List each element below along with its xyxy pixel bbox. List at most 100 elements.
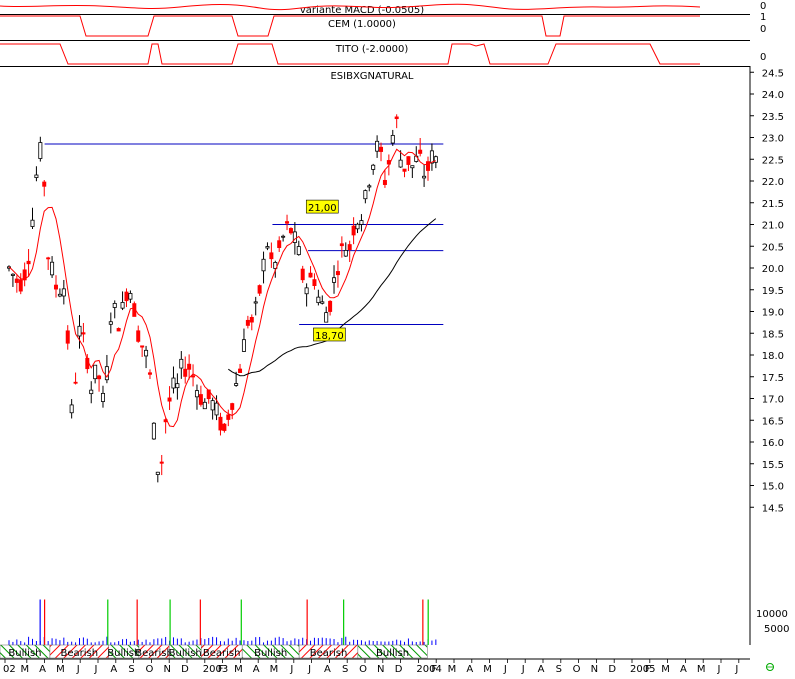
candle-body [198, 394, 203, 405]
candle-body [136, 330, 141, 342]
x-tick-label: D [608, 664, 616, 675]
candle-body [426, 161, 431, 171]
candle-body [249, 316, 254, 323]
candle-body [34, 174, 39, 178]
regime-label: Bullish [376, 648, 409, 659]
candle-body [159, 461, 164, 464]
cem-label: CEM (1.0000) [328, 19, 396, 30]
y-tick-label: 15.5 [762, 460, 784, 471]
candle-body [42, 181, 47, 187]
x-tick-label: S [128, 664, 134, 675]
x-tick-label: A [110, 664, 117, 675]
price-panel-label: ESIBXGNATURAL [330, 71, 413, 82]
candle-body [433, 156, 438, 163]
regime-label: Bearish [135, 648, 173, 659]
regime-label: Bullish [8, 648, 41, 659]
candle-body [261, 258, 266, 272]
candle-body [124, 291, 129, 302]
candle-body [167, 397, 172, 402]
candle-body [351, 225, 356, 236]
x-tick-label: S [556, 664, 562, 675]
tito-label: TITO (-2.0000) [335, 44, 409, 55]
annotations: 21,00 18,70 [305, 199, 346, 342]
candle-body [61, 288, 66, 297]
candle-body [355, 223, 360, 230]
x-tick-label: A [324, 664, 331, 675]
candle-body [422, 175, 427, 179]
candle-body [398, 159, 403, 168]
candle-body [222, 423, 227, 431]
volume-tick-10000: 10000 [756, 609, 788, 620]
candle-body [281, 235, 286, 238]
candle-body [241, 339, 246, 352]
candle-body [343, 250, 348, 257]
y-tick-label: 17.0 [762, 395, 784, 406]
regime-label: Bullish [254, 648, 287, 659]
volume-tick-5000: 5000 [764, 624, 789, 635]
x-tick-label: N [163, 664, 170, 675]
macd-label: variante MACD (-0.0505) [300, 5, 424, 16]
candle-body [147, 372, 152, 375]
annotation-label: 21,00 [308, 203, 337, 214]
candle-body [308, 272, 313, 278]
candle-body [335, 271, 340, 276]
tito-axis-tick-0: 0 [760, 52, 766, 63]
candle-body [316, 296, 321, 304]
x-tick-label: M [448, 664, 457, 675]
candle-body [390, 134, 395, 144]
candle-body [89, 389, 94, 395]
y-axis: 24.5 24.0 23.5 23.0 22.5 22.0 21.5 21.0 20.5 20.0… [749, 66, 784, 645]
candle-body [406, 156, 411, 165]
y-tick-label: 19.0 [762, 308, 784, 319]
candle-body [18, 279, 23, 292]
x-tick-label: 2005 [630, 664, 655, 675]
x-tick-label: N [591, 664, 598, 675]
candle-body [30, 219, 35, 227]
moving-averages [8, 148, 437, 428]
x-tick-label: J [521, 664, 525, 675]
y-tick-label: 24.5 [762, 68, 784, 79]
candle-body [151, 422, 156, 440]
x-tick-label: F [645, 664, 651, 675]
candle-body [69, 404, 74, 414]
candle-body [285, 221, 290, 224]
y-tick-label: 14.5 [762, 503, 784, 514]
y-tick-label: 16.5 [762, 416, 784, 427]
candle-body [328, 300, 333, 312]
y-tick-label: 18.5 [762, 329, 784, 340]
y-tick-label: 20.0 [762, 264, 784, 275]
x-tick-label: J [717, 664, 721, 675]
x-tick-label: M [20, 664, 29, 675]
x-tick-label: J [734, 664, 738, 675]
x-tick-label: A [466, 664, 473, 675]
annotation-box [313, 327, 346, 342]
candle-body [332, 277, 337, 283]
candle-body [26, 260, 31, 265]
candle-body [65, 330, 70, 344]
candle-body [418, 149, 423, 154]
regime-label: Bullish [169, 648, 202, 659]
x-tick-label: J [76, 664, 80, 675]
candle-body [120, 302, 125, 309]
candle-body [14, 278, 19, 283]
candle-body [292, 231, 297, 243]
x-tick-label: S [342, 664, 348, 675]
candle-body [375, 140, 380, 152]
x-tick-label: J [307, 664, 311, 675]
x-tick-label: M [483, 664, 492, 675]
y-tick-label: 23.5 [762, 112, 784, 123]
y-tick-label: 24.0 [762, 90, 784, 101]
candle-body [194, 390, 199, 398]
candle-body [38, 142, 43, 159]
candle-body [245, 319, 250, 326]
candle-body [140, 345, 145, 348]
candle-body [73, 381, 78, 384]
candle-body [277, 240, 282, 248]
candle-body [81, 332, 86, 335]
candle-body [108, 321, 113, 325]
candle-body [234, 383, 239, 386]
candle-body [191, 375, 196, 378]
